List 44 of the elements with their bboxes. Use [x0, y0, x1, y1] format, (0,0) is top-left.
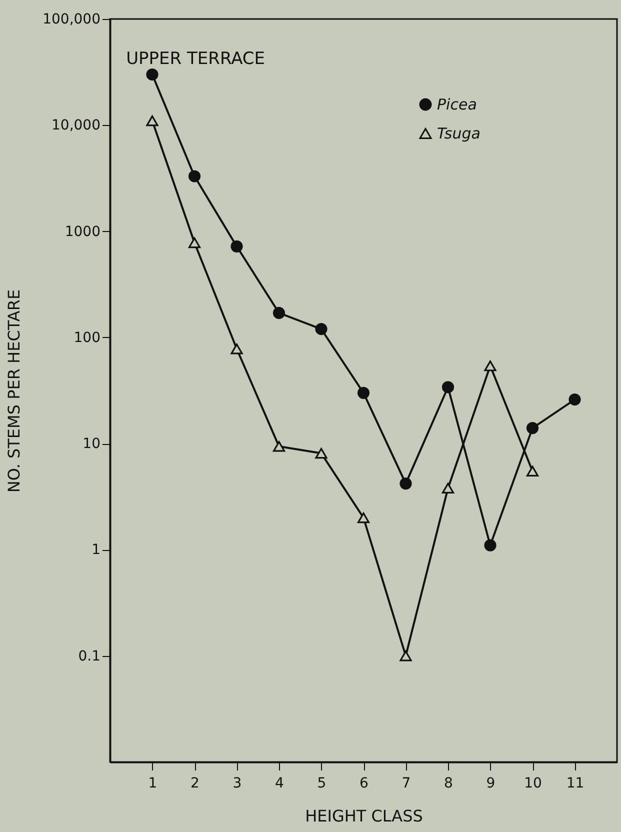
y-tick-label: 100	[74, 330, 100, 346]
y-tick-label: 0.1	[78, 648, 100, 664]
x-tick-label: 3	[232, 776, 242, 792]
legend-label: Tsuga	[437, 124, 480, 142]
x-axis-title: HEIGHT CLASS	[305, 806, 423, 826]
point	[484, 360, 496, 372]
point	[230, 344, 243, 354]
y-tick-label: 100,000	[42, 12, 100, 28]
x-tick-label: 6	[360, 776, 369, 792]
point	[400, 478, 412, 490]
point	[442, 482, 454, 494]
point	[568, 393, 581, 406]
y-tick-label: 1000	[64, 224, 100, 240]
x-tick-label: 10	[524, 776, 542, 792]
point	[526, 422, 539, 434]
x-tick-label: 1	[148, 776, 158, 792]
point	[146, 115, 158, 126]
point	[357, 386, 370, 399]
point	[526, 466, 539, 476]
point	[315, 322, 328, 336]
x-tick-label: 2	[190, 776, 200, 792]
x-tick-label: 8	[444, 776, 453, 792]
point	[484, 539, 496, 552]
point	[442, 381, 454, 394]
point	[230, 240, 243, 252]
y-tick-label: 10	[82, 436, 100, 452]
legend-label: Picea	[437, 96, 477, 114]
x-tick-label: 7	[402, 776, 411, 792]
y-axis-title: NO. STEMS PER HECTARE	[4, 289, 24, 493]
x-tick-label: 11	[566, 776, 584, 792]
text: UPPER TERRACE	[126, 49, 266, 69]
x-tick-label: 5	[317, 776, 326, 792]
x-tick-label: 9	[486, 776, 496, 792]
point	[188, 170, 201, 182]
point	[146, 68, 158, 81]
x-tick-label: 4	[275, 776, 284, 792]
point	[188, 237, 201, 248]
point	[272, 306, 286, 319]
point	[315, 448, 328, 459]
y-tick-label: 1	[92, 542, 100, 558]
y-tick-label: 10,000	[52, 118, 100, 134]
point	[272, 441, 286, 452]
point	[400, 650, 412, 662]
point	[357, 512, 370, 524]
